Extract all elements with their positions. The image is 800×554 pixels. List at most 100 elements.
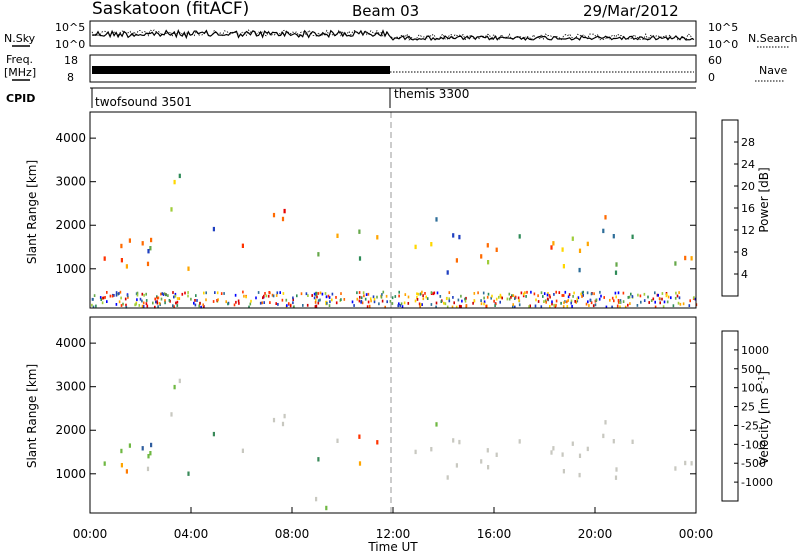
- power-cell: [370, 299, 372, 303]
- velocity-cell: [612, 439, 615, 444]
- power-cell: [572, 295, 574, 298]
- power-cell: [563, 301, 565, 305]
- y-tick-label: 2000: [55, 423, 86, 437]
- power-cell: [135, 292, 138, 296]
- power-cell: [472, 301, 474, 305]
- power-cell: [622, 300, 625, 303]
- velocity-cell: [315, 496, 318, 502]
- power-cell: [672, 304, 675, 308]
- power-cell: [205, 298, 207, 302]
- power-cell: [446, 305, 449, 309]
- x-tick-label: 08:00: [275, 527, 310, 541]
- power-cell: [562, 305, 565, 308]
- power-cell: [494, 304, 496, 307]
- power-cell: [360, 300, 363, 303]
- power-cell: [540, 305, 543, 309]
- power-cell: [490, 296, 492, 300]
- power-cell: [245, 295, 247, 299]
- power-cell: [460, 294, 462, 298]
- power-cell: [358, 229, 361, 234]
- power-cell: [676, 294, 679, 298]
- power-cell: [542, 295, 544, 298]
- power-cell: [553, 303, 555, 307]
- power-cell: [173, 295, 175, 299]
- power-cell: [486, 243, 489, 248]
- power-cell: [368, 304, 371, 308]
- x-tick-label: 20:00: [578, 527, 613, 541]
- power-cell: [603, 296, 605, 299]
- power-cell: [506, 297, 509, 301]
- velocity-cell: [325, 505, 328, 511]
- power-cell: [156, 296, 159, 300]
- power-cell: [435, 305, 437, 309]
- power-cell: [586, 291, 589, 295]
- power-cell: [340, 292, 342, 295]
- power-cell: [480, 254, 483, 259]
- power-cell: [173, 179, 176, 185]
- power-cell: [227, 302, 229, 306]
- power-cell: [555, 303, 557, 307]
- colorbar-tick-label: -100: [741, 438, 766, 451]
- power-cell: [272, 294, 275, 298]
- power-cell: [237, 299, 240, 303]
- power-cell: [485, 305, 487, 308]
- power-cell: [555, 299, 558, 303]
- station-title: Saskatoon (fitACF): [92, 0, 249, 19]
- power-cell: [535, 298, 537, 302]
- power-cell: [164, 299, 166, 302]
- velocity-cell: [150, 442, 153, 448]
- nsearch-tick-low: 10^0: [708, 38, 738, 51]
- power-cell: [233, 303, 236, 307]
- power-cell: [119, 290, 122, 294]
- velocity-cell: [578, 453, 582, 458]
- power-cell: [279, 291, 281, 294]
- power-cell: [296, 294, 298, 298]
- nave-tick-high: 60: [708, 54, 722, 67]
- power-cell: [631, 234, 634, 239]
- power-cell: [313, 292, 316, 296]
- power-cell: [263, 294, 265, 298]
- power-cell: [136, 291, 139, 295]
- power-cell: [223, 292, 225, 295]
- power-cell: [380, 295, 383, 299]
- power-cell: [150, 237, 153, 243]
- power-cell: [661, 297, 663, 301]
- power-cell: [684, 255, 687, 261]
- power-cell: [499, 300, 501, 304]
- power-cell: [157, 296, 160, 300]
- nsky-tick-high: 10^5: [55, 21, 85, 34]
- power-cell: [589, 299, 592, 302]
- velocity-cell: [146, 466, 150, 472]
- y-tick-label: 3000: [55, 380, 86, 394]
- power-cell: [187, 294, 189, 298]
- velocity-cell: [455, 463, 458, 468]
- power-cell: [524, 291, 526, 295]
- power-cell: [643, 292, 646, 296]
- power-colorbar-label: Power [dB]: [757, 167, 771, 232]
- power-panel: 4000 3000 2000 1000 Slant Range [km]: [25, 111, 698, 309]
- power-cell: [373, 300, 376, 304]
- power-cell: [176, 297, 179, 300]
- power-cell: [560, 301, 562, 305]
- power-cell: [99, 296, 102, 299]
- power-cell: [581, 295, 583, 298]
- power-cell: [326, 301, 328, 305]
- power-cell: [498, 295, 500, 299]
- power-cell: [416, 292, 418, 296]
- power-cell: [217, 298, 219, 302]
- power-cell: [553, 293, 555, 296]
- power-cell: [174, 292, 177, 296]
- power-cell: [176, 300, 179, 304]
- power-cell: [243, 294, 245, 298]
- power-cell: [157, 305, 159, 309]
- power-cell: [358, 299, 361, 303]
- colorbar-tick-label: 1000: [741, 344, 769, 357]
- power-cell: [619, 305, 621, 309]
- power-cell: [694, 297, 697, 301]
- power-cell: [461, 299, 463, 303]
- colorbar-tick-label: -500: [741, 457, 766, 470]
- power-cell: [154, 305, 156, 309]
- velocity-cell: [141, 446, 144, 451]
- power-cell: [640, 300, 642, 304]
- date-title: 29/Mar/2012: [583, 2, 679, 20]
